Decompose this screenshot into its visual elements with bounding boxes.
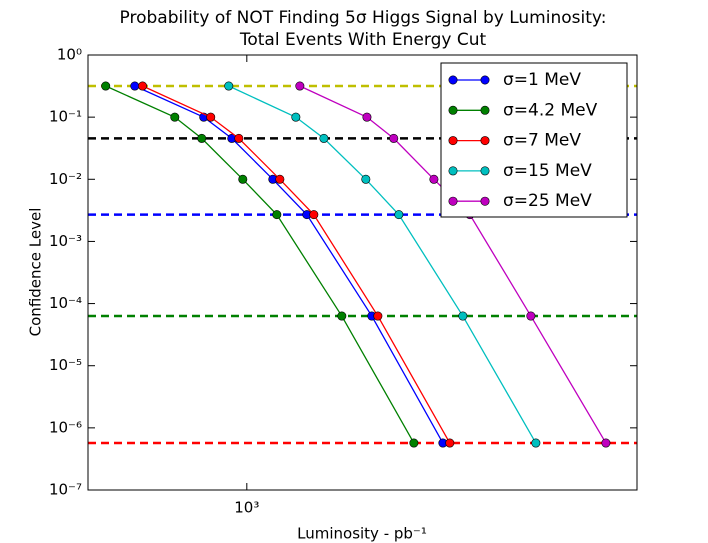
x-axis-label: Luminosity - pb⁻¹ [297,525,427,543]
y-tick-label: 10⁻³ [49,232,82,250]
chart-subtitle: Total Events With Energy Cut [239,30,487,50]
y-tick-label: 10⁻⁴ [49,294,82,312]
data-point [309,210,319,220]
data-point [409,438,419,448]
legend-marker [448,105,458,115]
data-point [224,81,234,91]
legend-label: σ=7 MeV [503,131,581,151]
data-point [458,311,468,321]
data-point [272,210,282,220]
legend-marker [448,196,458,206]
data-point [601,438,611,448]
y-tick-label: 10⁰ [57,46,82,64]
x-tick-label: 10³ [234,499,259,517]
data-point [206,112,216,122]
data-point [238,174,248,184]
legend-marker [480,166,490,176]
data-point [362,112,372,122]
y-axis-label: Confidence Level [27,208,45,337]
y-tick-label: 10⁻² [49,170,82,188]
data-point [101,81,111,91]
data-point [170,112,180,122]
legend-marker [480,136,490,146]
legend-marker [480,105,490,115]
legend: σ=1 MeV σ=4.2 MeV σ=7 MeV σ=15 MeV σ=25 MeV [440,62,628,218]
data-point [526,311,536,321]
y-tick-label: 10⁻⁷ [49,481,82,499]
legend-marker [480,196,490,206]
y-tick-label: 10⁻¹ [49,108,82,126]
data-point [389,133,399,143]
chart-title: Probability of NOT Finding 5σ Higgs Sign… [120,8,607,28]
data-point [373,311,383,321]
legend-marker [448,75,458,85]
legend-label: σ=1 MeV [503,70,581,90]
data-point [291,112,301,122]
data-point [361,174,371,184]
data-point [275,174,285,184]
data-point [130,81,140,91]
legend-label: σ=4.2 MeV [503,100,598,120]
data-point [319,133,329,143]
y-tick-label: 10⁻⁶ [49,418,82,436]
data-point [445,438,455,448]
plot-frame [87,54,638,491]
legend-marker [448,166,458,176]
data-point [138,81,148,91]
legend-label: σ=25 MeV [503,191,592,211]
legend-marker [448,136,458,146]
data-point [531,438,541,448]
legend-marker [480,75,490,85]
data-point [394,210,404,220]
y-tick-label: 10⁻⁵ [49,356,82,374]
data-point [197,133,207,143]
legend-label: σ=15 MeV [503,161,592,181]
data-point [429,174,439,184]
data-point [234,133,244,143]
data-point [337,311,347,321]
data-point [295,81,305,91]
